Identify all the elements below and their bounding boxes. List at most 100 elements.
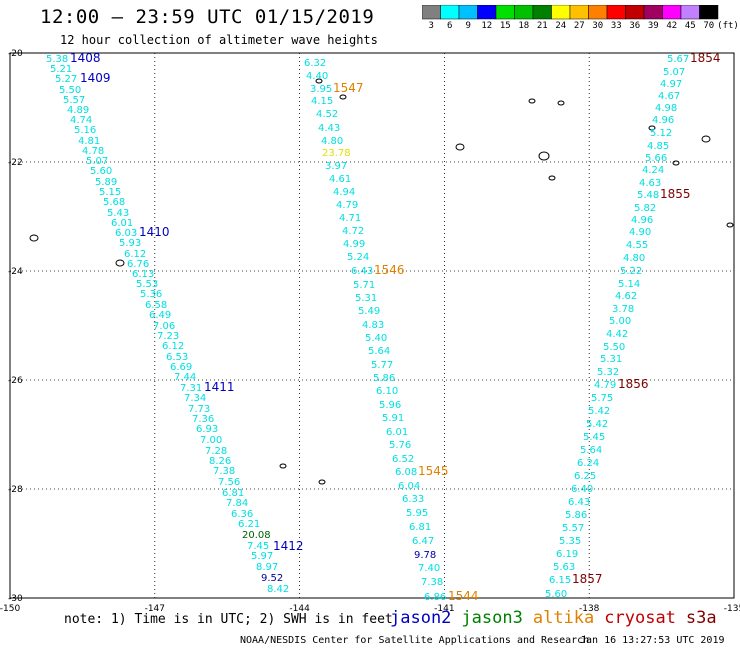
pass-time-label: 1856 [618,377,649,391]
colorbar-level: 33 [610,21,622,31]
wave-height-value: 6.10 [376,386,398,397]
wave-height-value: 6.49 [149,310,171,321]
pass-time-label: 1547 [333,81,364,95]
wave-height-value: 6.24 [577,458,599,469]
pass-time-label: 1410 [139,225,170,239]
wave-height-value: 4.40 [306,71,328,82]
credit-line: NOAA/NESDIS Center for Satellite Applica… [240,635,590,646]
wave-height-value: 5.66 [645,153,667,164]
colorbar-level: 70 [703,21,715,31]
colorbar [422,5,719,20]
wave-height-value: 6.08 [395,467,417,478]
wave-height-value: 5.48 [637,190,659,201]
wave-height-value: 5.40 [365,333,387,344]
wave-height-value: 4.61 [329,174,351,185]
wave-height-value: 4.55 [626,240,648,251]
x-tick-label: -147 [145,604,165,614]
wave-height-value: 4.89 [67,105,89,116]
island-outline [701,135,711,143]
wave-height-value: 5.68 [103,197,125,208]
wave-height-value: 5.97 [251,551,273,562]
wave-height-value: 4.74 [70,115,92,126]
x-tick-label: -141 [434,604,454,614]
wave-height-value: 4.97 [660,79,682,90]
wave-height-value: 6.03 [115,228,137,239]
wave-height-value: 5.95 [406,508,428,519]
wave-height-value: 5.27 [55,74,77,85]
wave-height-value: 5.22 [620,266,642,277]
wave-height-value: 23.78 [322,148,351,159]
legend-jason2: jason2 [390,608,452,628]
wave-height-value: 4.78 [82,146,104,157]
wave-height-value: 6.52 [392,454,414,465]
wave-height-value: 4.24 [642,165,664,176]
island-outline [339,94,347,100]
wave-height-value: 4.72 [342,226,364,237]
wave-height-value: 5.64 [580,445,602,456]
wave-height-value: 9.52 [261,573,283,584]
wave-height-value: 6.12 [124,249,146,260]
colorbar-labels: 3 6 9 12 15 18 21 24 27 30 33 36 39 42 45 70 (ft) [422,21,740,35]
wave-height-value: 5.43 [107,208,129,219]
wave-height-value: 6.12 [162,341,184,352]
y-tick-label: -24 [8,267,23,277]
wave-height-value: 5.14 [618,279,640,290]
wave-height-value: 20.08 [242,530,271,541]
wave-height-value: 6.47 [412,536,434,547]
wave-height-value: 4.71 [339,213,361,224]
pass-time-label: 1412 [273,539,304,553]
wave-height-value: 7.40 [418,563,440,574]
wave-height-value: 5.71 [353,280,375,291]
wave-height-value: 5.21 [50,64,72,75]
island-outline [648,125,656,131]
wave-height-value: 5.50 [59,85,81,96]
wave-height-value: 6.76 [127,259,149,270]
wave-height-value: 5.96 [379,400,401,411]
wave-height-value: 5.12 [650,128,672,139]
island-outline [318,479,326,485]
pass-time-label: 1409 [80,71,111,85]
wave-height-value: 5.35 [559,536,581,547]
wave-height-value: 4.98 [655,103,677,114]
chart-subtitle: 12 hour collection of altimeter wave hei… [60,33,378,47]
wave-height-value: 6.40 [571,484,593,495]
wave-height-value: 7.45 [247,541,269,552]
wave-height-value: 6.81 [222,488,244,499]
wave-height-value: 5.07 [86,156,108,167]
wave-height-value: 6.53 [166,352,188,363]
wave-height-value: 5.91 [382,413,404,424]
wave-height-value: 6.43 [351,266,373,277]
wave-height-value: 4.81 [78,136,100,147]
wave-height-value: 8.42 [267,584,289,595]
colorbar-level: 21 [536,21,548,31]
wave-height-value: 6.58 [145,300,167,311]
island-outline [115,259,125,267]
x-tick-label: -150 [0,604,20,614]
island-outline [279,463,287,469]
wave-height-value: 7.36 [192,414,214,425]
wave-height-value: 6.21 [238,519,260,530]
wave-height-value: 5.24 [347,252,369,263]
wave-height-value: 4.52 [316,109,338,120]
wave-height-value: 4.90 [629,227,651,238]
wave-height-value: 3.97 [325,161,347,172]
pass-time-label: 1544 [448,589,479,603]
wave-height-value: 5.77 [371,360,393,371]
wave-height-value: 5.76 [389,440,411,451]
legend-cryosat: cryosat [604,608,676,628]
colorbar-level: 45 [684,21,696,31]
wave-height-value: 4.99 [343,239,365,250]
wave-height-value: 7.00 [200,435,222,446]
x-tick-label: -135 [724,604,740,614]
wave-height-value: 6.36 [231,509,253,520]
wave-height-value: 6.33 [402,494,424,505]
wave-height-value: 6.93 [196,424,218,435]
colorbar-level: 6 [447,21,453,31]
wave-height-value: 5.75 [591,393,613,404]
satellite-legend: jason2 jason3 altika cryosat s3a [390,608,727,628]
y-tick-label: -20 [8,49,23,59]
pass-time-label: 1546 [374,263,405,277]
wave-height-value: 5.63 [553,562,575,573]
wave-height-value: 7.23 [157,331,179,342]
